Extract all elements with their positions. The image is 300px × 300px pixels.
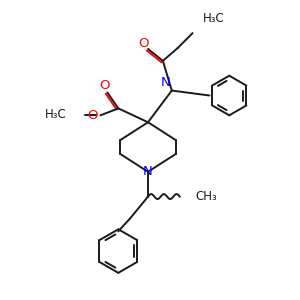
Text: O: O xyxy=(87,109,98,122)
Text: CH₃: CH₃ xyxy=(196,190,217,203)
Text: N: N xyxy=(143,165,153,178)
Text: O: O xyxy=(138,38,148,50)
Text: H₃C: H₃C xyxy=(202,12,224,25)
Text: O: O xyxy=(99,79,110,92)
Text: N: N xyxy=(161,76,171,88)
Text: H₃C: H₃C xyxy=(45,108,67,121)
